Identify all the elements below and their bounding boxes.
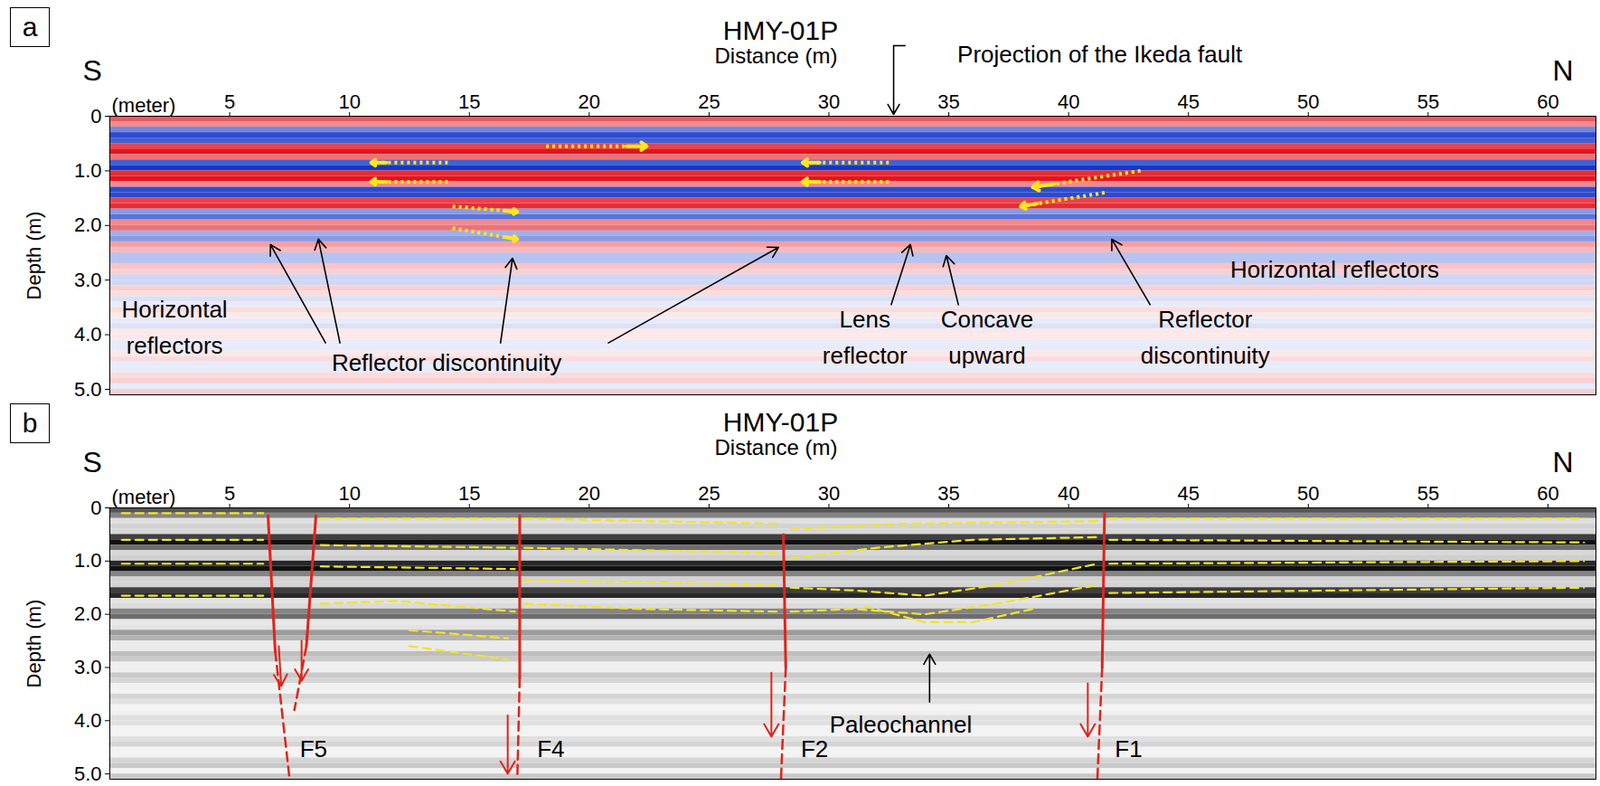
svg-text:Depth (m): Depth (m) <box>22 599 46 688</box>
svg-text:10: 10 <box>338 90 360 113</box>
svg-text:4.0: 4.0 <box>74 322 103 346</box>
svg-text:25: 25 <box>697 90 720 113</box>
svg-text:5: 5 <box>224 481 236 505</box>
html-text:a: a <box>22 11 38 42</box>
svg-text:2.0: 2.0 <box>74 602 103 625</box>
svg-text:3.0: 3.0 <box>74 655 103 678</box>
svg-text:45: 45 <box>1176 481 1199 505</box>
html-text:b: b <box>22 407 38 438</box>
svg-text:F5: F5 <box>300 734 328 763</box>
svg-text:45: 45 <box>1176 90 1199 113</box>
svg-text:5: 5 <box>224 90 236 113</box>
svg-text:Distance (m): Distance (m) <box>714 43 838 68</box>
svg-text:50: 50 <box>1297 481 1319 505</box>
svg-text:HMY-01P: HMY-01P <box>723 406 838 437</box>
svg-text:HMY-01P: HMY-01P <box>723 15 838 46</box>
svg-text:F4: F4 <box>536 734 565 763</box>
svg-text:1.0: 1.0 <box>74 159 103 182</box>
svg-text:0: 0 <box>90 496 102 519</box>
svg-text:Reflectordiscontinuity: Reflectordiscontinuity <box>1140 305 1271 369</box>
svg-text:4.0: 4.0 <box>74 708 103 732</box>
svg-text:0: 0 <box>90 104 102 128</box>
svg-text:(meter): (meter) <box>112 94 177 117</box>
svg-text:3.0: 3.0 <box>74 268 103 292</box>
svg-text:N: N <box>1552 445 1573 479</box>
svg-text:Depth (m): Depth (m) <box>22 211 46 301</box>
svg-text:2.0: 2.0 <box>74 213 103 236</box>
svg-text:Reflector discontinuity: Reflector discontinuity <box>331 348 562 377</box>
svg-text:S: S <box>83 54 103 87</box>
svg-text:60: 60 <box>1536 481 1559 505</box>
svg-text:55: 55 <box>1417 481 1440 505</box>
svg-text:10: 10 <box>338 481 360 505</box>
svg-text:40: 40 <box>1057 481 1080 505</box>
svg-text:Horizontalreflectors: Horizontalreflectors <box>122 295 228 359</box>
svg-text:5.0: 5.0 <box>74 762 103 785</box>
svg-text:20: 20 <box>578 90 601 113</box>
svg-text:Projection of the Ikeda fault: Projection of the Ikeda fault <box>957 40 1243 68</box>
svg-text:30: 30 <box>818 481 840 505</box>
svg-text:15: 15 <box>458 481 480 505</box>
svg-text:Horizontal reflectors: Horizontal reflectors <box>1230 255 1440 283</box>
svg-text:Lensreflector: Lensreflector <box>822 305 908 369</box>
svg-text:F1: F1 <box>1114 734 1142 763</box>
svg-text:25: 25 <box>697 481 720 505</box>
svg-text:20: 20 <box>578 481 601 505</box>
svg-text:Concaveupward: Concaveupward <box>941 305 1035 369</box>
svg-text:40: 40 <box>1057 90 1080 113</box>
svg-text:35: 35 <box>937 90 960 113</box>
svg-text:30: 30 <box>818 90 840 113</box>
svg-text:35: 35 <box>937 481 960 505</box>
svg-text:55: 55 <box>1417 90 1440 113</box>
svg-text:S: S <box>83 445 103 479</box>
svg-text:60: 60 <box>1536 90 1559 113</box>
svg-text:N: N <box>1552 54 1573 87</box>
svg-text:1.0: 1.0 <box>74 548 103 572</box>
svg-text:50: 50 <box>1297 90 1319 113</box>
svg-text:5.0: 5.0 <box>74 377 102 400</box>
svg-text:Paleochannel: Paleochannel <box>829 710 973 738</box>
svg-text:(meter): (meter) <box>112 485 177 509</box>
svg-text:F2: F2 <box>800 734 829 763</box>
svg-text:Distance (m): Distance (m) <box>714 434 838 460</box>
svg-text:15: 15 <box>458 90 480 113</box>
